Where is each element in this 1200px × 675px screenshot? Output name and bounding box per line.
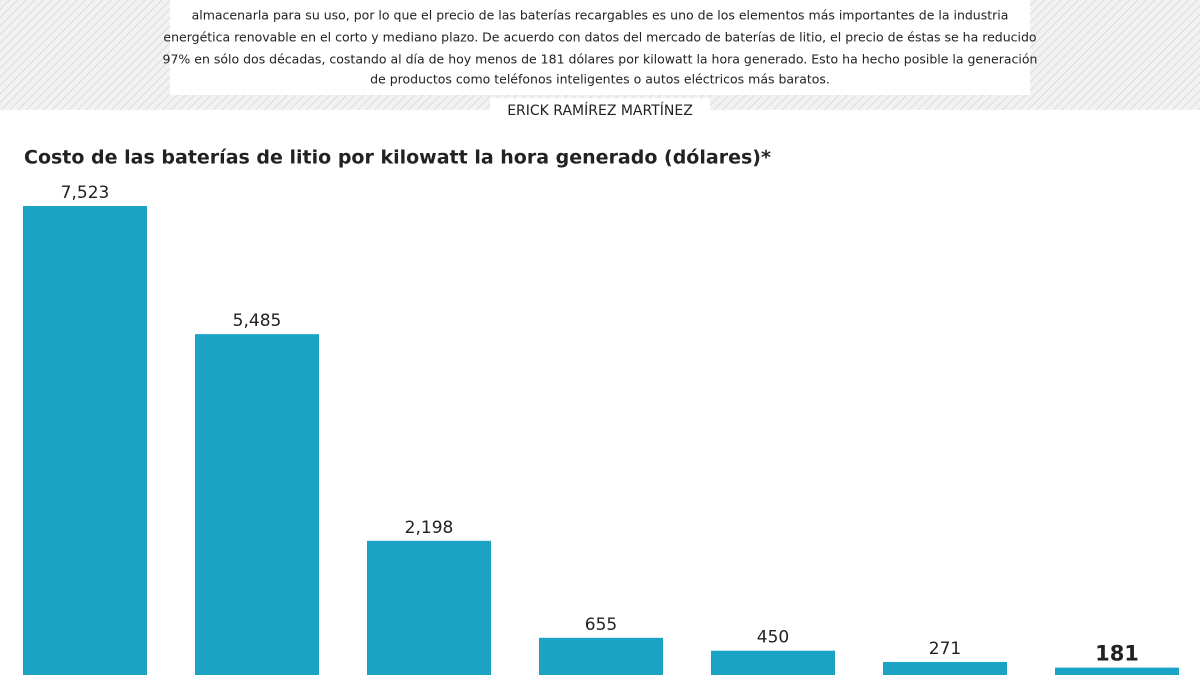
- chart-title: Costo de las baterías de litio por kilow…: [24, 147, 771, 169]
- value-label: 181: [1095, 642, 1139, 666]
- intro-line: 97% en sólo dos décadas, costando al día…: [163, 52, 1038, 67]
- value-label: 450: [757, 628, 789, 648]
- value-label: 655: [585, 615, 617, 635]
- intro-line: de productos como teléfonos inteligentes…: [370, 72, 830, 87]
- bar: [195, 334, 319, 675]
- bar: [367, 540, 491, 675]
- intro-line: energética renovable en el corto y media…: [163, 30, 1036, 45]
- bar: [883, 661, 1007, 675]
- bar: [711, 650, 835, 675]
- intro-box: [170, 0, 1030, 95]
- bar: [539, 637, 663, 675]
- value-label: 7,523: [61, 183, 110, 203]
- bar: [1055, 667, 1179, 675]
- intro-line: almacenarla para su uso, por lo que el p…: [192, 8, 1009, 23]
- value-label: 5,485: [233, 311, 282, 331]
- value-label: 271: [929, 639, 961, 659]
- bar: [23, 206, 147, 675]
- author-box: [490, 98, 710, 124]
- value-label: 2,198: [405, 518, 454, 538]
- author: ERICK RAMÍREZ MARTÍNEZ: [507, 102, 693, 119]
